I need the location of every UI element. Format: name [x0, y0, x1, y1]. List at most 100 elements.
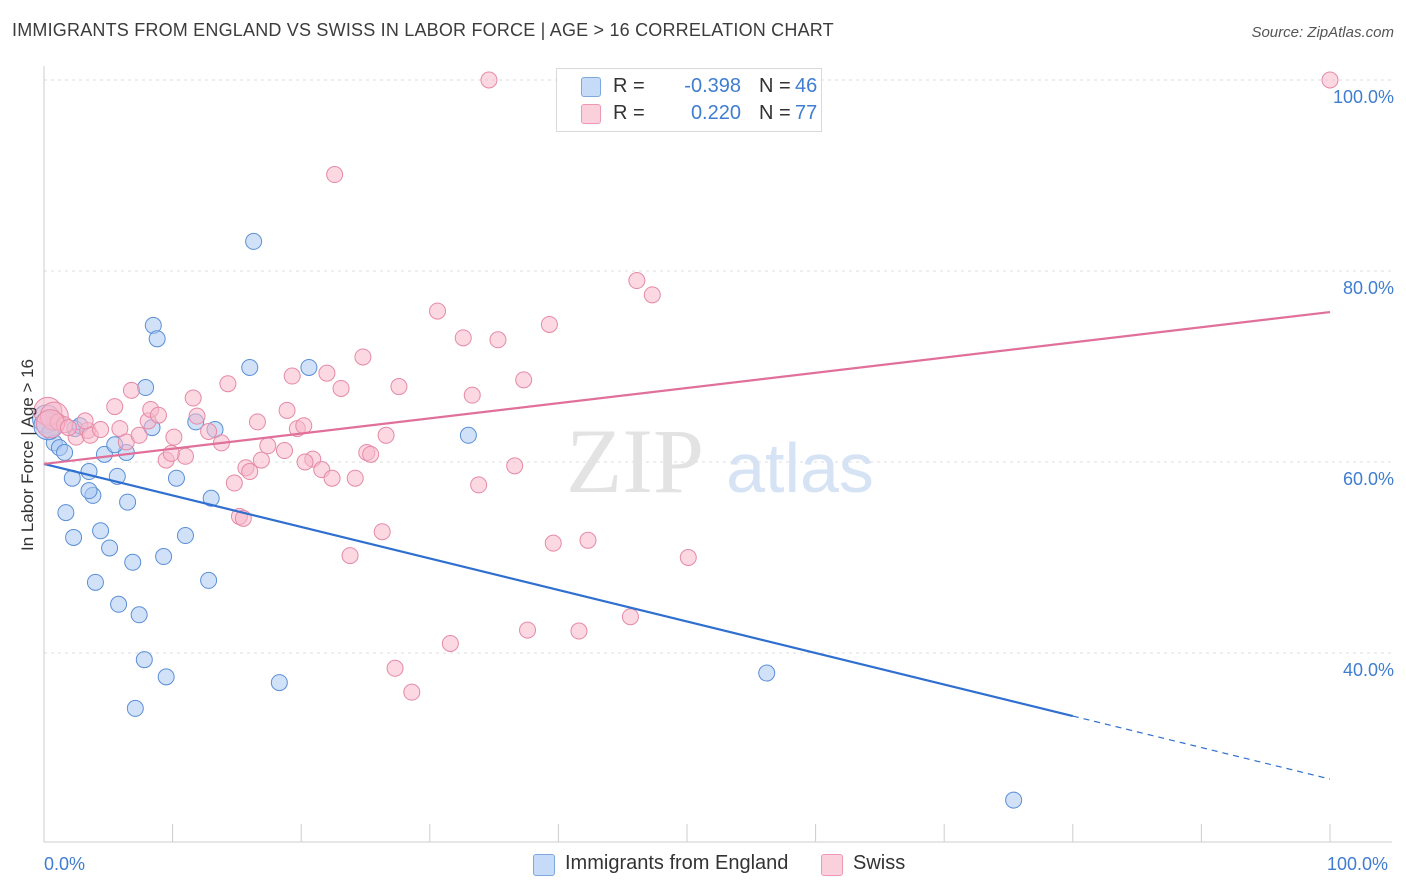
data-point	[252, 451, 270, 469]
y-tick-label-100: 100.0%	[1332, 87, 1394, 107]
data-point	[126, 699, 144, 717]
data-point	[137, 379, 155, 397]
data-point	[621, 608, 639, 626]
legend-n-value: 46	[795, 75, 818, 97]
data-point	[241, 358, 259, 376]
data-point	[300, 358, 318, 376]
data-point	[403, 683, 421, 701]
data-point	[341, 547, 359, 565]
data-point	[124, 553, 142, 571]
data-point	[57, 504, 75, 522]
data-point	[59, 419, 77, 437]
data-point	[248, 413, 266, 431]
trend-line-extension	[1072, 715, 1331, 780]
data-point	[470, 476, 488, 494]
legend-r-value: 0.220	[690, 102, 741, 124]
data-point	[628, 272, 646, 290]
series-england-points	[32, 232, 1023, 809]
data-point	[296, 453, 314, 471]
series-legend: Immigrants from England Swiss	[0, 852, 1406, 878]
data-point	[119, 493, 137, 511]
data-point	[354, 348, 372, 366]
data-point	[259, 437, 277, 455]
data-points	[32, 71, 1339, 809]
legend-r-label: R =	[613, 102, 645, 124]
data-point	[515, 371, 533, 389]
data-point	[441, 634, 459, 652]
data-point	[295, 417, 313, 435]
y-axis-label: In Labor Force | Age > 16	[18, 358, 37, 552]
data-point	[544, 534, 562, 552]
series-label-swiss: Swiss	[853, 852, 906, 874]
data-point	[110, 595, 128, 613]
data-point	[148, 330, 166, 348]
data-point	[332, 379, 350, 397]
data-point	[377, 426, 395, 444]
legend-r-label: R =	[613, 75, 645, 97]
data-point	[386, 659, 404, 677]
correlation-legend: R = -0.398 N = 46 R = 0.220 N = 77	[556, 68, 822, 132]
axes	[43, 66, 1392, 843]
data-point	[167, 469, 185, 487]
data-point	[373, 523, 391, 541]
data-point	[80, 482, 98, 500]
data-point	[219, 375, 237, 393]
data-point	[506, 457, 524, 475]
data-point	[579, 531, 597, 549]
data-point	[200, 422, 218, 440]
data-point	[165, 428, 183, 446]
data-point	[480, 71, 498, 89]
data-point	[92, 421, 110, 439]
series-swiss-points	[33, 71, 1339, 701]
data-point	[149, 406, 167, 424]
trend-lines	[43, 310, 1331, 780]
data-point	[241, 463, 259, 481]
data-point	[390, 378, 408, 396]
data-point	[225, 474, 243, 492]
data-point	[184, 389, 202, 407]
data-point	[278, 401, 296, 419]
data-point	[122, 381, 140, 399]
source-label: Source: ZipAtlas.com	[1251, 24, 1394, 41]
data-point	[245, 232, 263, 250]
data-point	[56, 443, 74, 461]
y-tick-label-60: 60.0%	[1342, 469, 1394, 489]
data-point	[275, 442, 293, 460]
data-point	[679, 549, 697, 566]
series-swatch-swiss	[821, 854, 843, 876]
data-point	[65, 528, 83, 546]
data-point	[135, 651, 153, 669]
data-point	[130, 606, 148, 624]
legend-n-label: N =	[759, 102, 791, 124]
data-point	[540, 315, 558, 333]
legend-r-value: -0.398	[684, 75, 741, 97]
data-point	[1321, 71, 1339, 89]
legend-swatch-england	[581, 77, 601, 97]
data-point	[86, 573, 104, 591]
x-tick-label-max: 100.0%	[1327, 854, 1389, 874]
data-point	[270, 674, 288, 692]
data-point	[362, 445, 380, 463]
data-point	[200, 571, 218, 589]
data-point	[283, 367, 301, 385]
data-point	[429, 302, 447, 320]
data-point	[489, 331, 507, 349]
data-point	[318, 364, 336, 382]
legend-n-label: N =	[759, 75, 791, 97]
data-point	[758, 664, 776, 682]
series-swatch-england	[533, 854, 555, 876]
watermark: ZIP atlas	[566, 410, 874, 512]
legend-swatch-swiss	[581, 104, 601, 124]
watermark-atlas: atlas	[726, 429, 874, 507]
data-point	[188, 407, 206, 425]
data-point	[1005, 791, 1023, 809]
y-tick-label-80: 80.0%	[1342, 278, 1394, 298]
series-label-england: Immigrants from England	[565, 852, 789, 874]
data-point	[106, 398, 124, 416]
data-point	[202, 489, 220, 507]
data-point	[155, 548, 173, 566]
trend-line-england	[43, 462, 1074, 718]
data-point	[176, 447, 194, 465]
data-point	[92, 522, 110, 540]
